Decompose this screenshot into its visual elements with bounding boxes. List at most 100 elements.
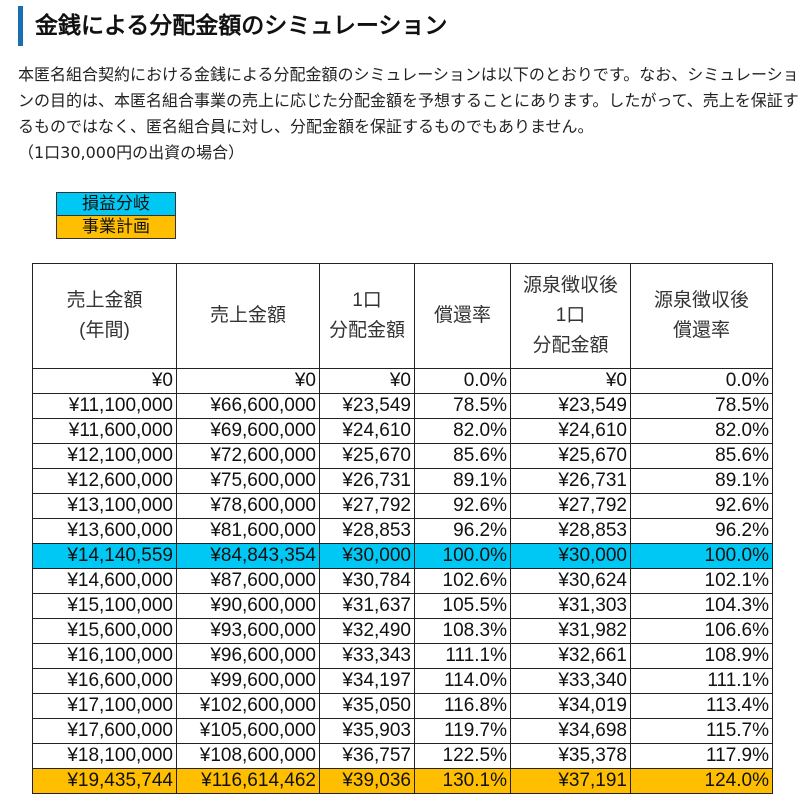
table-cell: ¥23,549: [510, 393, 631, 419]
table-cell: ¥31,303: [510, 593, 631, 619]
table-cell: ¥72,600,000: [176, 443, 320, 469]
legend-breakeven: 損益分岐: [56, 192, 176, 215]
table-cell: 114.0%: [414, 668, 511, 694]
header-line: 1口: [555, 305, 586, 326]
table-cell: ¥25,670: [510, 443, 631, 469]
table-cell: 0.0%: [414, 368, 511, 394]
table-cell: ¥15,100,000: [32, 593, 177, 619]
table-cell: 100.0%: [630, 543, 773, 569]
table-row: ¥16,100,000 ¥96,600,000 ¥33,343 111.1% ¥32,6…: [32, 643, 773, 669]
table-row: ¥14,600,000 ¥87,600,000 ¥30,784 102.6% ¥30,6…: [32, 568, 773, 594]
table-row: ¥16,600,000 ¥99,600,000 ¥34,197 114.0% ¥33,3…: [32, 668, 773, 694]
table-cell: 111.1%: [630, 668, 773, 694]
table-row: ¥12,100,000 ¥72,600,000 ¥25,670 85.6% ¥25,67…: [32, 443, 773, 469]
table-row: ¥13,100,000 ¥78,600,000 ¥27,792 92.6% ¥27,79…: [32, 493, 773, 519]
header-redemption-rate: 償還率: [414, 263, 511, 369]
table-cell: ¥102,600,000: [176, 693, 320, 719]
table-cell: ¥28,853: [510, 518, 631, 544]
table-row: ¥15,600,000 ¥93,600,000 ¥32,490 108.3% ¥31,9…: [32, 618, 773, 644]
table-cell: 100.0%: [414, 543, 511, 569]
table-cell: ¥35,050: [319, 693, 415, 719]
table-row: ¥17,600,000 ¥105,600,000 ¥35,903 119.7% ¥34,…: [32, 718, 773, 744]
table-cell: ¥34,698: [510, 718, 631, 744]
table-cell: 119.7%: [414, 718, 511, 744]
table-row: ¥11,600,000 ¥69,600,000 ¥24,610 82.0% ¥24,61…: [32, 418, 773, 444]
table-row: ¥12,600,000 ¥75,600,000 ¥26,731 89.1% ¥26,73…: [32, 468, 773, 494]
table-cell: ¥25,670: [319, 443, 415, 469]
table-cell: 78.5%: [414, 393, 511, 419]
table-cell: ¥30,000: [510, 543, 631, 569]
table-cell: ¥36,757: [319, 743, 415, 769]
table-cell: ¥31,637: [319, 593, 415, 619]
table-row: ¥19,435,744 ¥116,614,462 ¥39,036 130.1% ¥37,…: [32, 768, 773, 794]
header-line: 1口: [352, 290, 382, 311]
table-cell: ¥28,853: [319, 518, 415, 544]
table-cell: ¥35,903: [319, 718, 415, 744]
table-cell: 85.6%: [414, 443, 511, 469]
table-cell: 0.0%: [630, 368, 773, 394]
table-cell: ¥0: [510, 368, 631, 394]
table-cell: ¥30,624: [510, 568, 631, 594]
legend-business-plan: 事業計画: [56, 215, 176, 239]
table-cell: ¥33,340: [510, 668, 631, 694]
table-cell: 78.5%: [630, 393, 773, 419]
table-cell: ¥17,600,000: [32, 718, 177, 744]
table-cell: ¥18,100,000: [32, 743, 177, 769]
simulation-table: 売上金額 (年間) 売上金額 1口 分配金額 償還率 源泉徴収後 1口 分配金額 源泉徴収後 償還率…: [32, 263, 773, 794]
table-cell: 115.7%: [630, 718, 773, 744]
table-cell: ¥27,792: [510, 493, 631, 519]
table-cell: ¥12,100,000: [32, 443, 177, 469]
table-cell: ¥16,100,000: [32, 643, 177, 669]
table-header-row: 売上金額 (年間) 売上金額 1口 分配金額 償還率 源泉徴収後 1口 分配金額 源泉徴収後 償還率: [32, 263, 773, 369]
header-distribution-per-unit: 1口 分配金額: [319, 263, 415, 369]
table-cell: 92.6%: [414, 493, 511, 519]
table-cell: ¥24,610: [510, 418, 631, 444]
table-cell: 85.6%: [630, 443, 773, 469]
header-line: 売上金額: [66, 290, 143, 311]
table-cell: ¥78,600,000: [176, 493, 320, 519]
table-cell: ¥66,600,000: [176, 393, 320, 419]
table-cell: ¥19,435,744: [32, 768, 177, 794]
table-cell: ¥13,100,000: [32, 493, 177, 519]
table-cell: 82.0%: [630, 418, 773, 444]
table-cell: 89.1%: [630, 468, 773, 494]
table-cell: ¥15,600,000: [32, 618, 177, 644]
table-cell: ¥13,600,000: [32, 518, 177, 544]
table-cell: 102.6%: [414, 568, 511, 594]
table-cell: ¥96,600,000: [176, 643, 320, 669]
table-row: ¥18,100,000 ¥108,600,000 ¥36,757 122.5% ¥35,…: [32, 743, 773, 769]
table-row: ¥14,140,559 ¥84,843,354 ¥30,000 100.0% ¥30,0…: [32, 543, 773, 569]
table-cell: ¥84,843,354: [176, 543, 320, 569]
table-cell: 96.2%: [414, 518, 511, 544]
color-legend: 損益分岐 事業計画: [56, 192, 176, 239]
table-cell: ¥16,600,000: [32, 668, 177, 694]
table-cell: ¥81,600,000: [176, 518, 320, 544]
table-cell: 102.1%: [630, 568, 773, 594]
table-row: ¥17,100,000 ¥102,600,000 ¥35,050 116.8% ¥34,…: [32, 693, 773, 719]
header-sales: 売上金額: [176, 263, 320, 369]
table-cell: ¥11,100,000: [32, 393, 177, 419]
header-line: (年間): [79, 320, 130, 341]
table-cell: ¥24,610: [319, 418, 415, 444]
table-cell: ¥14,140,559: [32, 543, 177, 569]
table-cell: ¥39,036: [319, 768, 415, 794]
table-cell: 104.3%: [630, 593, 773, 619]
intro-note: （1口30,000円の出資の場合）: [18, 143, 245, 162]
header-line: 償還率: [672, 320, 730, 341]
section-heading: 金銭による分配金額のシミュレーション: [18, 6, 447, 46]
table-cell: ¥17,100,000: [32, 693, 177, 719]
table-cell: 116.8%: [414, 693, 511, 719]
header-line: 売上金額: [209, 305, 286, 326]
table-cell: ¥93,600,000: [176, 618, 320, 644]
table-cell: ¥27,792: [319, 493, 415, 519]
table-cell: ¥90,600,000: [176, 593, 320, 619]
table-cell: 130.1%: [414, 768, 511, 794]
table-cell: 111.1%: [414, 643, 511, 669]
table-cell: ¥34,197: [319, 668, 415, 694]
table-cell: ¥12,600,000: [32, 468, 177, 494]
header-line: 分配金額: [532, 335, 609, 356]
intro-text: 本匿名組合契約における金銭による分配金額のシミュレーションは以下のとおりです。な…: [18, 62, 800, 166]
header-after-tax-redemption-rate: 源泉徴収後 償還率: [630, 263, 773, 369]
table-cell: ¥87,600,000: [176, 568, 320, 594]
table-cell: ¥34,019: [510, 693, 631, 719]
